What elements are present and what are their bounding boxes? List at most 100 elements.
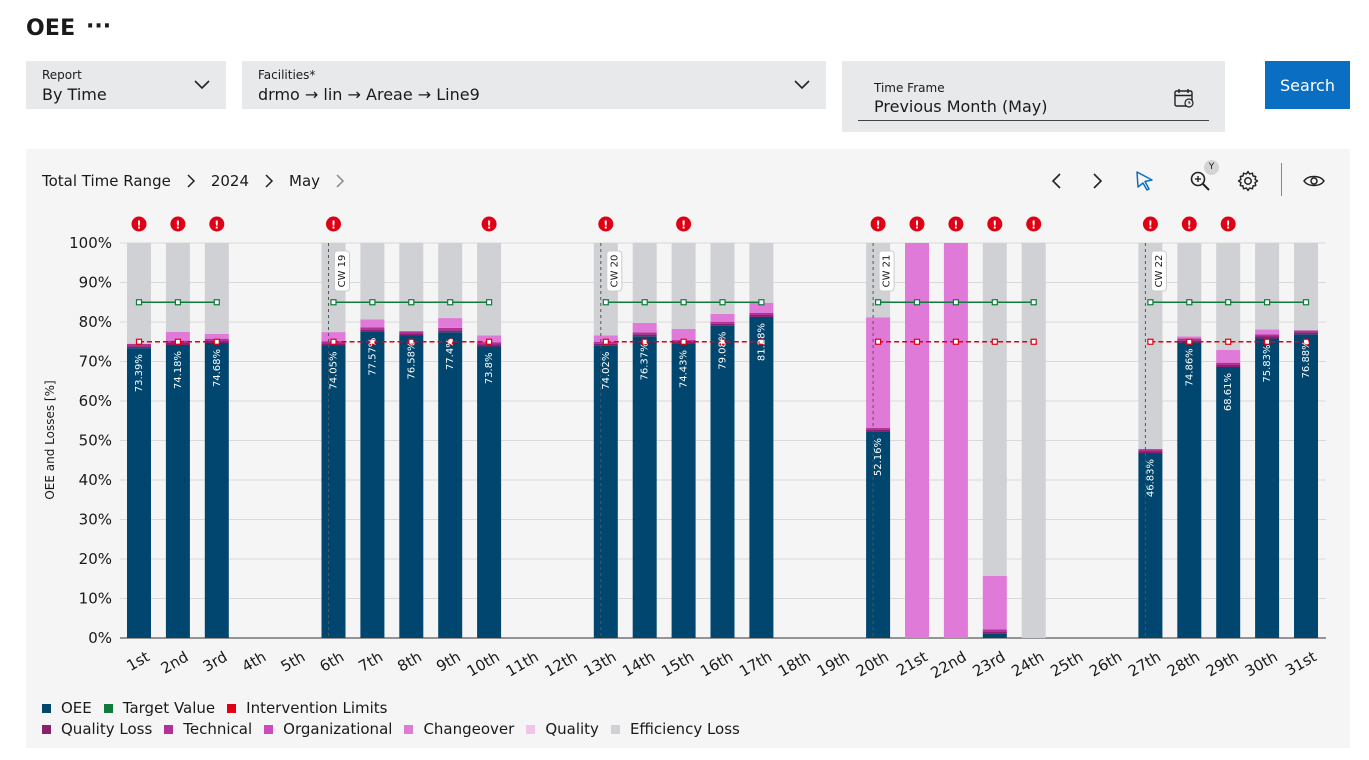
more-options-icon[interactable]: ··· — [86, 14, 112, 39]
alert-icon — [481, 216, 497, 232]
zoom-axis-badge: Y — [1204, 160, 1219, 175]
alert-icon — [987, 216, 1003, 232]
bar-quality-loss — [360, 329, 385, 332]
bar-changeover — [749, 302, 774, 313]
chevron-right-icon — [265, 174, 274, 188]
target-value-marker — [369, 299, 376, 306]
y-axis-label: OEE and Losses [%] — [43, 380, 57, 499]
bar-changeover — [632, 322, 657, 333]
x-tick-label: 4th — [239, 648, 270, 676]
oee-value-label: 46.83% — [1145, 459, 1156, 497]
bar-oee — [127, 348, 151, 638]
x-tick-label: 25th — [1047, 648, 1086, 681]
alert-icon-glyph: ! — [331, 219, 336, 232]
legend-item-organizational[interactable]: Organizational — [264, 720, 392, 738]
intervention-limit-marker — [991, 338, 998, 345]
x-tick-label: 21st — [893, 648, 930, 680]
bar-quality-loss — [1216, 365, 1241, 367]
intervention-limit-marker — [602, 338, 609, 345]
week-marker-label: CW 21 — [882, 255, 893, 288]
legend-item-quality[interactable]: Quality — [526, 720, 599, 738]
previous-icon[interactable] — [1045, 169, 1069, 193]
target-value-marker — [1030, 299, 1037, 306]
legend-item-oee[interactable]: OEE — [42, 699, 92, 717]
target-value-marker — [602, 299, 609, 306]
intervention-limit-marker — [758, 338, 765, 345]
y-tick-label: 100% — [69, 234, 112, 252]
alert-icon-glyph: ! — [953, 219, 958, 232]
y-tick-label: 20% — [79, 550, 112, 568]
bar-technical — [1255, 334, 1280, 337]
breadcrumb: Total Time Range 2024 May — [42, 172, 360, 190]
breadcrumb-item-month[interactable]: May — [289, 172, 321, 190]
legend-item-technical[interactable]: Technical — [164, 720, 252, 738]
alert-icon — [1026, 216, 1042, 232]
report-select[interactable]: Report By Time — [26, 61, 226, 109]
timeframe-value: Previous Month (May) — [874, 97, 1048, 116]
legend-item-efficiency-loss[interactable]: Efficiency Loss — [610, 720, 740, 738]
legend-swatch — [103, 703, 113, 713]
legend-label: OEE — [61, 699, 92, 717]
alert-icon — [909, 216, 925, 232]
bar-quality-loss — [749, 314, 774, 317]
week-marker-badge — [878, 250, 895, 292]
oee-value-label: 74.68% — [212, 349, 223, 387]
bar-efficiency-loss — [477, 243, 502, 336]
calendar-icon[interactable] — [1173, 87, 1195, 109]
chevron-down-icon — [794, 80, 810, 90]
breadcrumb-item-total[interactable]: Total Time Range — [42, 172, 171, 190]
week-marker-badge — [1150, 250, 1167, 292]
legend-item-quality-loss[interactable]: Quality Loss — [42, 720, 152, 738]
alert-icon — [170, 216, 186, 232]
eye-icon[interactable] — [1302, 169, 1326, 193]
intervention-limit-marker — [952, 338, 960, 345]
bar-efficiency-loss — [671, 243, 696, 329]
bar-efficiency-loss — [438, 243, 463, 319]
bar-efficiency-loss — [1216, 243, 1241, 351]
oee-value-label: 76.88% — [1301, 340, 1312, 378]
bar-changeover — [321, 332, 346, 342]
y-tick-label: 30% — [79, 511, 112, 529]
timeframe-field[interactable]: Time Frame Previous Month (May) — [842, 61, 1225, 132]
y-tick-label: 70% — [79, 353, 112, 371]
bar-oee — [710, 325, 735, 638]
y-tick-label: 50% — [79, 432, 112, 450]
legend-item-intervention-limits[interactable]: Intervention Limits — [227, 699, 387, 717]
intervention-limit-marker — [174, 338, 181, 345]
alert-icon — [870, 216, 886, 232]
bar-quality-loss — [1138, 451, 1163, 454]
legend-swatch — [42, 724, 51, 734]
legend-item-changeover[interactable]: Changeover — [404, 720, 514, 738]
x-tick-label: 19th — [814, 648, 853, 681]
bar-changeover — [165, 331, 190, 341]
bar-oee — [165, 344, 190, 638]
breadcrumb-item-year[interactable]: 2024 — [210, 172, 250, 190]
legend-swatch — [264, 724, 274, 734]
facilities-select[interactable]: Facilities* drmo → lin → Areae → Line9 — [242, 61, 826, 109]
x-tick-label: 20th — [853, 648, 892, 681]
legend-label: Efficiency Loss — [629, 720, 740, 738]
bar-technical — [1216, 362, 1241, 366]
legend-item-target-value[interactable]: Target Value — [103, 699, 215, 717]
bar-oee — [477, 346, 502, 638]
oee-value-label: 52.16% — [873, 438, 884, 476]
next-icon[interactable] — [1085, 169, 1109, 193]
search-button[interactable]: Search — [1265, 61, 1350, 109]
bar-changeover — [593, 335, 618, 342]
timeframe-underline — [858, 120, 1209, 121]
target-value-marker — [874, 299, 882, 306]
x-tick-label: 30th — [1242, 648, 1281, 681]
gear-icon[interactable] — [1236, 169, 1260, 193]
bar-changeover — [671, 328, 696, 341]
bar-changeover — [943, 243, 968, 638]
alert-icon — [676, 216, 692, 232]
alert-icon-glyph: ! — [487, 219, 492, 232]
alert-icon — [131, 216, 147, 232]
pointer-select-icon[interactable] — [1133, 169, 1157, 193]
legend-label: Quality — [545, 720, 599, 738]
y-tick-label: 60% — [79, 392, 112, 410]
alert-icon-glyph: ! — [1187, 219, 1192, 232]
zoom-icon[interactable] — [1188, 169, 1212, 193]
legend-label: Organizational — [283, 720, 393, 738]
legend-swatch — [526, 724, 536, 734]
